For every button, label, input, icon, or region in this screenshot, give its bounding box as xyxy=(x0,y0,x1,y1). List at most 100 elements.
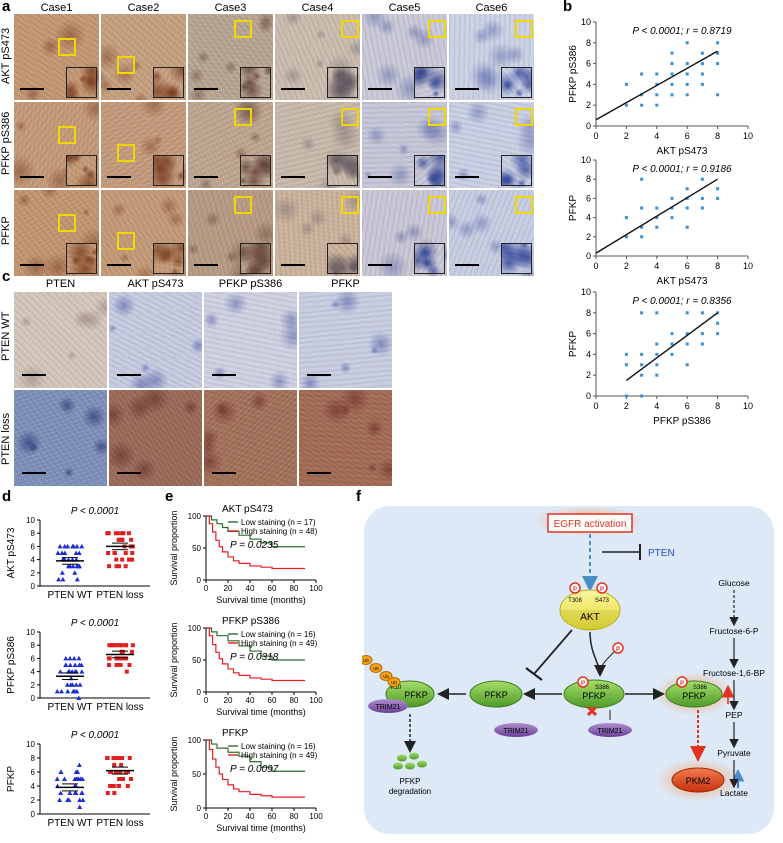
data-point xyxy=(124,656,129,661)
scale-bar xyxy=(194,176,218,178)
data-point xyxy=(119,537,124,542)
x-tick-label: 40 xyxy=(246,696,255,705)
data-point xyxy=(119,649,124,654)
y-tick-label: 4 xyxy=(586,79,591,89)
data-point xyxy=(716,321,720,325)
phospho-t308-label: P xyxy=(573,587,577,593)
t308-label: T308 xyxy=(568,598,582,604)
y-tick-label: 2 xyxy=(586,100,591,110)
panel-letter-d: d xyxy=(2,488,12,505)
data-point xyxy=(65,543,71,549)
data-point xyxy=(716,187,720,191)
scale-bar xyxy=(212,374,236,376)
x-axis-label: Survival time (months) xyxy=(216,823,306,833)
zoom-inset xyxy=(153,67,184,98)
data-point xyxy=(125,784,130,788)
x-tick-label: 100 xyxy=(309,812,323,821)
zoom-region-box xyxy=(341,20,359,38)
ihc-tile xyxy=(362,102,447,188)
data-point xyxy=(76,762,82,767)
x-tick-label: 20 xyxy=(224,584,233,593)
zoom-inset xyxy=(501,155,532,186)
phospho-s473 xyxy=(596,582,608,594)
data-point xyxy=(130,557,135,562)
legend-label: High staining (n = 49) xyxy=(241,751,318,760)
ihc-tile xyxy=(449,190,534,276)
data-point xyxy=(670,332,674,336)
ihc-tile xyxy=(275,14,360,100)
panel-c-col-header: PTEN xyxy=(45,278,76,290)
data-point xyxy=(655,206,659,210)
data-point xyxy=(640,352,644,356)
zoom-region-box xyxy=(515,20,533,38)
fit-line xyxy=(595,178,718,254)
data-point xyxy=(119,763,124,767)
data-point xyxy=(670,62,674,66)
x-tick-label: 2 xyxy=(624,261,629,271)
y-tick-label: 50 xyxy=(192,656,201,665)
data-point xyxy=(123,564,128,569)
zoom-inset xyxy=(66,243,97,274)
ihc-tile xyxy=(362,14,447,100)
zoom-inset xyxy=(240,67,271,98)
annotation: P < 0.0001 xyxy=(71,618,119,629)
data-point xyxy=(72,570,78,575)
panel-c-col-header: PFKP xyxy=(331,278,360,290)
scatter-b3: 00 2 2 4 4 6 6 8 8 10 10 PFKP pS386 PFKP P < 0.0001; … xyxy=(568,287,753,427)
survival-curve xyxy=(206,515,305,570)
ub-1: Ub xyxy=(363,658,369,663)
y-tick-label: 10 xyxy=(26,628,35,637)
data-point xyxy=(700,342,704,346)
scale-bar xyxy=(281,264,305,266)
zoom-inset xyxy=(327,155,358,186)
data-point xyxy=(685,62,689,66)
zoom-region-box xyxy=(117,56,135,74)
y-tick-label: 8 xyxy=(586,174,591,184)
data-point xyxy=(63,655,69,661)
data-point xyxy=(685,225,689,229)
data-point xyxy=(64,682,70,687)
scale-bar xyxy=(20,176,44,178)
ubiquitin-chain xyxy=(362,655,401,687)
x-tick-label: 2 xyxy=(624,131,629,141)
y-tick-label: 0 xyxy=(31,582,36,591)
data-point xyxy=(118,770,123,774)
scale-bar xyxy=(20,264,44,266)
chart-title: AKT pS473 xyxy=(222,504,273,515)
ub-4: Ub xyxy=(391,680,397,685)
data-point xyxy=(106,663,111,667)
y-tick-label: 0 xyxy=(586,391,591,401)
panel-c-col-header: AKT pS473 xyxy=(127,278,184,290)
data-point xyxy=(655,72,659,76)
data-point xyxy=(685,311,689,315)
pten-label: PTEN xyxy=(648,548,675,559)
data-point xyxy=(127,557,132,562)
y-tick-label: 0 xyxy=(197,804,202,813)
scale-bar xyxy=(368,176,392,178)
ihc-tile xyxy=(204,292,297,388)
x-tick-label: 20 xyxy=(224,812,233,821)
annotation: P < 0.0001 xyxy=(71,506,119,517)
panel-letter-f: f xyxy=(356,488,361,505)
scale-bar xyxy=(281,176,305,178)
y-tick-label: 0 xyxy=(586,121,591,131)
data-point xyxy=(700,196,704,200)
data-point xyxy=(57,669,63,674)
phospho-s386-center xyxy=(577,676,589,688)
x-tick-label: 40 xyxy=(246,812,255,821)
data-point xyxy=(716,62,720,66)
data-point xyxy=(111,784,116,788)
x-tick-label: 0 xyxy=(204,696,209,705)
km-plot-e2: 0 50 100 0 20 40 60 80 100 Low staining (n = 16)H… xyxy=(169,616,323,717)
data-point xyxy=(670,352,674,356)
x-tick-label: 8 xyxy=(715,261,720,271)
survival-curve xyxy=(206,739,305,798)
y-axis-label: Survival proportion xyxy=(169,736,179,811)
data-point xyxy=(655,103,659,107)
data-point xyxy=(716,332,720,336)
zoom-inset xyxy=(414,243,445,274)
survival-curve xyxy=(206,739,305,772)
data-point xyxy=(123,770,128,774)
data-point xyxy=(79,790,85,795)
annotation: P < 0.0001; r = 0.9186 xyxy=(632,164,732,175)
